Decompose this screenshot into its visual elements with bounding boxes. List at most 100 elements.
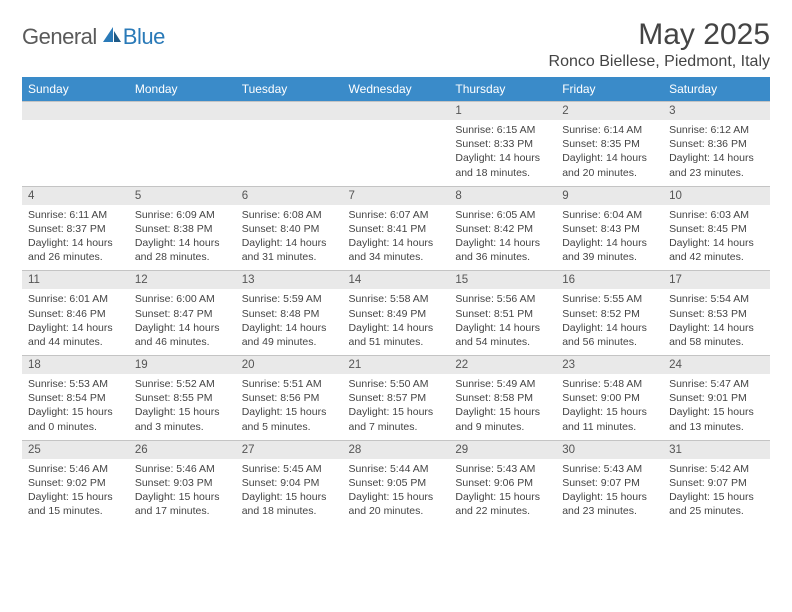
day-info: Sunrise: 5:55 AMSunset: 8:52 PMDaylight:… <box>556 289 663 355</box>
sunset-text: Sunset: 8:41 PM <box>349 222 444 236</box>
sunrise-text: Sunrise: 5:59 AM <box>242 292 337 306</box>
daylight-text: Daylight: 15 hours <box>669 490 764 504</box>
day-info-empty <box>236 120 343 178</box>
day-info: Sunrise: 5:56 AMSunset: 8:51 PMDaylight:… <box>449 289 556 355</box>
day-number: 28 <box>343 441 450 459</box>
day-info: Sunrise: 6:08 AMSunset: 8:40 PMDaylight:… <box>236 205 343 271</box>
daylight-text: and 44 minutes. <box>28 335 123 349</box>
title-block: May 2025 Ronco Biellese, Piedmont, Italy <box>549 18 770 71</box>
sunset-text: Sunset: 8:52 PM <box>562 307 657 321</box>
daylight-text: and 36 minutes. <box>455 250 550 264</box>
daylight-text: and 46 minutes. <box>135 335 230 349</box>
sunset-text: Sunset: 8:49 PM <box>349 307 444 321</box>
daylight-text: Daylight: 14 hours <box>455 151 550 165</box>
daylight-text: and 11 minutes. <box>562 420 657 434</box>
sunset-text: Sunset: 8:33 PM <box>455 137 550 151</box>
daylight-text: Daylight: 14 hours <box>28 236 123 250</box>
weekday-header: Sunday <box>22 77 129 102</box>
day-cell: 6Sunrise: 6:08 AMSunset: 8:40 PMDaylight… <box>236 186 343 271</box>
day-info: Sunrise: 5:45 AMSunset: 9:04 PMDaylight:… <box>236 459 343 525</box>
day-number: 18 <box>22 356 129 374</box>
weekday-header: Tuesday <box>236 77 343 102</box>
daylight-text: Daylight: 14 hours <box>669 151 764 165</box>
calendar-page: General Blue May 2025 Ronco Biellese, Pi… <box>0 0 792 524</box>
day-info: Sunrise: 5:49 AMSunset: 8:58 PMDaylight:… <box>449 374 556 440</box>
day-cell: 29Sunrise: 5:43 AMSunset: 9:06 PMDayligh… <box>449 440 556 524</box>
daylight-text: Daylight: 14 hours <box>669 321 764 335</box>
sunset-text: Sunset: 8:43 PM <box>562 222 657 236</box>
weekday-header: Friday <box>556 77 663 102</box>
sunrise-text: Sunrise: 5:45 AM <box>242 462 337 476</box>
day-info: Sunrise: 5:44 AMSunset: 9:05 PMDaylight:… <box>343 459 450 525</box>
sunrise-text: Sunrise: 6:11 AM <box>28 208 123 222</box>
daylight-text: Daylight: 14 hours <box>135 321 230 335</box>
day-cell: 27Sunrise: 5:45 AMSunset: 9:04 PMDayligh… <box>236 440 343 524</box>
sunset-text: Sunset: 8:37 PM <box>28 222 123 236</box>
daylight-text: Daylight: 14 hours <box>135 236 230 250</box>
sunrise-text: Sunrise: 5:52 AM <box>135 377 230 391</box>
daylight-text: Daylight: 14 hours <box>562 236 657 250</box>
daylight-text: Daylight: 14 hours <box>349 236 444 250</box>
logo-text-blue: Blue <box>123 24 165 50</box>
daylight-text: Daylight: 15 hours <box>455 405 550 419</box>
daylight-text: and 51 minutes. <box>349 335 444 349</box>
day-number: 10 <box>663 187 770 205</box>
day-number: 24 <box>663 356 770 374</box>
daylight-text: Daylight: 14 hours <box>455 236 550 250</box>
day-number: 29 <box>449 441 556 459</box>
sunset-text: Sunset: 8:58 PM <box>455 391 550 405</box>
day-info: Sunrise: 6:05 AMSunset: 8:42 PMDaylight:… <box>449 205 556 271</box>
day-info: Sunrise: 6:12 AMSunset: 8:36 PMDaylight:… <box>663 120 770 186</box>
day-info: Sunrise: 5:47 AMSunset: 9:01 PMDaylight:… <box>663 374 770 440</box>
daylight-text: Daylight: 14 hours <box>669 236 764 250</box>
page-header: General Blue May 2025 Ronco Biellese, Pi… <box>22 18 770 71</box>
daylight-text: Daylight: 15 hours <box>242 490 337 504</box>
day-cell: 14Sunrise: 5:58 AMSunset: 8:49 PMDayligh… <box>343 271 450 356</box>
sunset-text: Sunset: 9:07 PM <box>669 476 764 490</box>
sunset-text: Sunset: 8:40 PM <box>242 222 337 236</box>
daylight-text: Daylight: 15 hours <box>28 405 123 419</box>
day-cell: 20Sunrise: 5:51 AMSunset: 8:56 PMDayligh… <box>236 356 343 441</box>
sunrise-text: Sunrise: 5:42 AM <box>669 462 764 476</box>
day-info: Sunrise: 5:46 AMSunset: 9:02 PMDaylight:… <box>22 459 129 525</box>
sunrise-text: Sunrise: 5:46 AM <box>28 462 123 476</box>
daylight-text: and 13 minutes. <box>669 420 764 434</box>
daylight-text: and 5 minutes. <box>242 420 337 434</box>
sunset-text: Sunset: 8:53 PM <box>669 307 764 321</box>
day-number: 19 <box>129 356 236 374</box>
sunset-text: Sunset: 9:01 PM <box>669 391 764 405</box>
sunset-text: Sunset: 8:51 PM <box>455 307 550 321</box>
day-number: 30 <box>556 441 663 459</box>
weekday-header: Monday <box>129 77 236 102</box>
daylight-text: and 34 minutes. <box>349 250 444 264</box>
day-cell: 5Sunrise: 6:09 AMSunset: 8:38 PMDaylight… <box>129 186 236 271</box>
day-number: 8 <box>449 187 556 205</box>
week-row: 11Sunrise: 6:01 AMSunset: 8:46 PMDayligh… <box>22 271 770 356</box>
sunrise-text: Sunrise: 6:00 AM <box>135 292 230 306</box>
sunrise-text: Sunrise: 5:56 AM <box>455 292 550 306</box>
sunset-text: Sunset: 8:42 PM <box>455 222 550 236</box>
sunset-text: Sunset: 8:47 PM <box>135 307 230 321</box>
sunrise-text: Sunrise: 5:43 AM <box>562 462 657 476</box>
day-cell: 18Sunrise: 5:53 AMSunset: 8:54 PMDayligh… <box>22 356 129 441</box>
sunrise-text: Sunrise: 6:09 AM <box>135 208 230 222</box>
sunset-text: Sunset: 9:04 PM <box>242 476 337 490</box>
sunrise-text: Sunrise: 5:47 AM <box>669 377 764 391</box>
sunset-text: Sunset: 8:48 PM <box>242 307 337 321</box>
day-number-empty <box>22 102 129 120</box>
sunrise-text: Sunrise: 6:03 AM <box>669 208 764 222</box>
daylight-text: and 39 minutes. <box>562 250 657 264</box>
day-number: 17 <box>663 271 770 289</box>
day-info: Sunrise: 5:53 AMSunset: 8:54 PMDaylight:… <box>22 374 129 440</box>
sunset-text: Sunset: 8:57 PM <box>349 391 444 405</box>
day-number: 11 <box>22 271 129 289</box>
day-number: 22 <box>449 356 556 374</box>
sunset-text: Sunset: 9:07 PM <box>562 476 657 490</box>
day-cell <box>236 102 343 187</box>
day-cell: 23Sunrise: 5:48 AMSunset: 9:00 PMDayligh… <box>556 356 663 441</box>
day-cell: 10Sunrise: 6:03 AMSunset: 8:45 PMDayligh… <box>663 186 770 271</box>
week-row: 1Sunrise: 6:15 AMSunset: 8:33 PMDaylight… <box>22 102 770 187</box>
day-info: Sunrise: 6:03 AMSunset: 8:45 PMDaylight:… <box>663 205 770 271</box>
sunrise-text: Sunrise: 5:48 AM <box>562 377 657 391</box>
sunrise-text: Sunrise: 6:05 AM <box>455 208 550 222</box>
